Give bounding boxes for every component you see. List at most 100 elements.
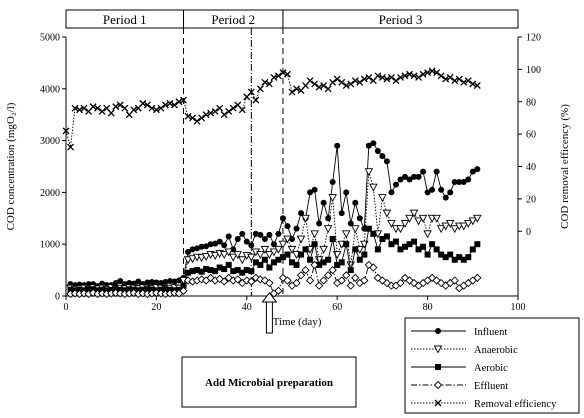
data-point — [474, 166, 481, 173]
data-point — [234, 236, 241, 243]
data-point — [139, 99, 147, 107]
data-point — [456, 254, 463, 261]
period-label: Period 3 — [379, 12, 423, 27]
data-point — [202, 111, 210, 119]
data-point — [310, 230, 319, 239]
data-point — [314, 281, 324, 290]
data-point — [207, 241, 214, 248]
data-point — [460, 78, 468, 86]
data-point — [288, 88, 296, 96]
data-point — [293, 261, 300, 268]
data-point — [365, 142, 372, 149]
data-point — [418, 214, 428, 223]
data-point — [265, 251, 274, 260]
data-point — [210, 252, 220, 261]
data-point — [320, 199, 327, 206]
data-point — [239, 269, 246, 276]
data-point — [397, 176, 404, 183]
data-point — [387, 74, 395, 81]
data-point — [307, 256, 314, 263]
data-point — [428, 67, 436, 75]
data-point — [306, 77, 314, 85]
series-effluent — [66, 260, 482, 299]
data-point — [400, 220, 410, 228]
data-point — [374, 72, 382, 80]
data-point — [423, 230, 432, 239]
data-point — [424, 69, 432, 77]
data-point — [198, 268, 205, 275]
data-point — [183, 256, 193, 265]
data-point — [311, 80, 319, 88]
data-point — [298, 251, 305, 258]
data-point — [265, 80, 273, 88]
y-left-tick-label: 3000 — [40, 136, 60, 147]
data-point — [225, 233, 232, 240]
data-point — [402, 173, 408, 180]
data-point — [239, 230, 246, 237]
data-point — [307, 189, 314, 196]
data-point — [465, 254, 472, 261]
data-point — [194, 267, 201, 274]
data-point — [261, 236, 268, 243]
data-point — [302, 246, 309, 253]
data-point — [230, 268, 237, 275]
data-point — [411, 173, 418, 180]
data-point — [338, 78, 346, 86]
data-point — [360, 276, 369, 285]
data-point — [406, 70, 413, 78]
data-point — [94, 104, 102, 112]
data-point — [148, 279, 155, 286]
data-point — [152, 106, 160, 114]
data-point — [324, 85, 332, 93]
data-point — [260, 245, 270, 254]
data-point — [346, 281, 355, 290]
data-point — [212, 240, 219, 247]
legend-label: Aerobic — [474, 363, 508, 374]
data-point — [334, 261, 341, 268]
data-point — [274, 72, 282, 80]
data-point — [270, 259, 277, 266]
data-point — [328, 194, 337, 203]
data-point — [438, 186, 445, 193]
data-point — [225, 261, 232, 268]
data-point — [473, 82, 481, 90]
data-point — [419, 70, 427, 78]
data-point — [429, 241, 436, 248]
data-point — [456, 179, 463, 186]
data-point — [166, 277, 173, 284]
data-point — [415, 173, 422, 180]
data-point — [284, 251, 291, 258]
data-point — [275, 230, 282, 237]
data-point — [442, 254, 449, 261]
data-point — [296, 235, 306, 244]
data-point — [451, 256, 458, 263]
legend-marker — [433, 380, 443, 390]
series-removal-efficiency — [62, 67, 481, 151]
data-point — [387, 220, 396, 228]
annotation: Add Microbial preparation — [181, 292, 357, 408]
data-point — [185, 248, 192, 255]
data-point — [437, 72, 445, 80]
data-point — [420, 243, 427, 250]
data-point — [247, 277, 256, 286]
data-point — [347, 220, 354, 227]
data-point — [67, 143, 74, 151]
y-right-tick-label: 120 — [526, 33, 541, 44]
data-point — [356, 215, 363, 222]
data-point — [429, 186, 436, 193]
data-point — [274, 286, 283, 295]
data-point — [441, 222, 450, 231]
data-point — [243, 238, 250, 245]
data-point — [171, 278, 178, 285]
data-point — [450, 276, 459, 285]
data-point — [220, 277, 229, 286]
data-point — [323, 225, 333, 234]
data-point — [310, 260, 319, 270]
data-point — [351, 225, 360, 234]
data-point — [352, 199, 359, 206]
data-point — [383, 158, 390, 165]
data-point — [305, 276, 315, 285]
data-point — [436, 225, 446, 234]
data-point — [406, 241, 413, 248]
annotation-label: Add Microbial preparation — [205, 377, 333, 389]
